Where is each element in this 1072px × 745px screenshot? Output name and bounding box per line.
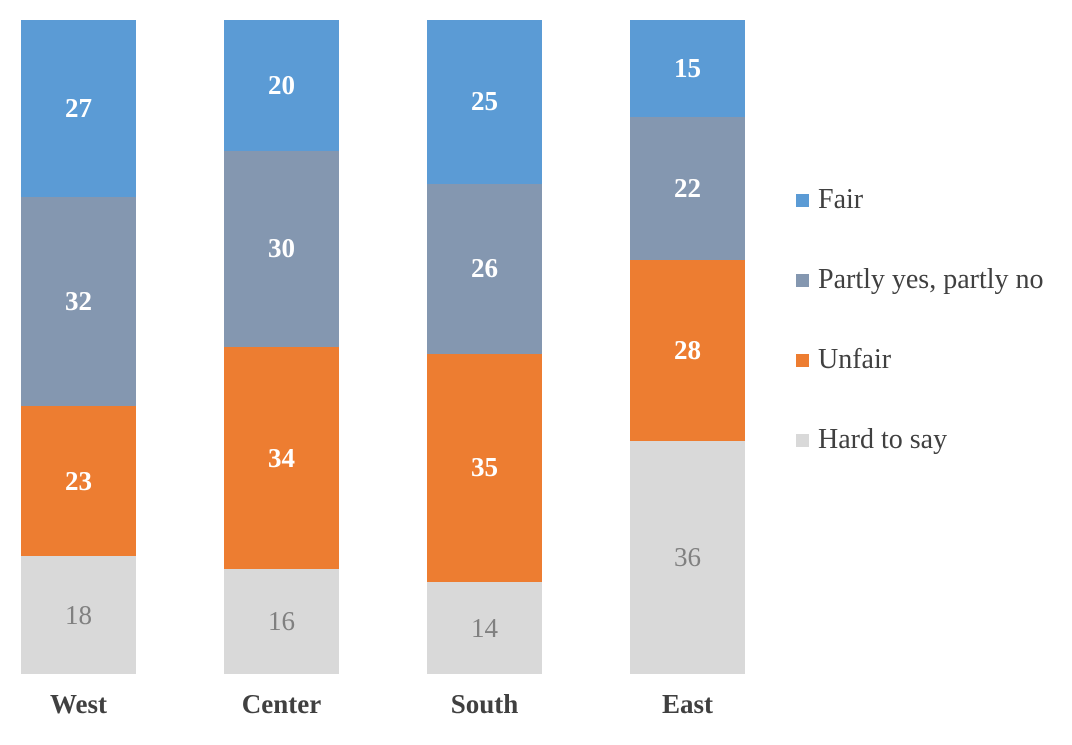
- segment-value-label: 35: [471, 452, 498, 483]
- legend-label: Partly yes, partly no: [818, 264, 1044, 295]
- category-label-south: South: [450, 689, 519, 719]
- segment-value-label: 27: [65, 92, 92, 123]
- segment-value-label: 28: [674, 334, 701, 365]
- bar-east: 15 22 28 36: [630, 20, 745, 674]
- segment-value-label: 26: [471, 253, 498, 284]
- legend-item-unfair: Unfair: [796, 344, 1044, 375]
- segment-unfair-south: 35: [427, 353, 542, 583]
- segment-value-label: 16: [268, 606, 295, 637]
- legend-swatch-partly-yes-partly-no: [796, 273, 809, 287]
- legend-label: Hard to say: [818, 424, 948, 455]
- bar-center: 20 30 34 16: [224, 20, 339, 674]
- legend-item-fair: Fair: [796, 184, 1044, 215]
- segment-hard-to-say-west: 18: [21, 556, 136, 674]
- segment-value-label: 34: [268, 442, 295, 473]
- category-label-west: West: [50, 689, 107, 719]
- bar-west: 27 32 23 18: [21, 20, 136, 674]
- legend-swatch-fair: [796, 193, 809, 207]
- segment-value-label: 25: [471, 86, 498, 117]
- segment-value-label: 20: [268, 69, 295, 100]
- segment-value-label: 30: [268, 233, 295, 264]
- segment-unfair-east: 28: [630, 259, 745, 441]
- legend-label: Unfair: [818, 344, 892, 375]
- segment-unfair-center: 34: [224, 346, 339, 570]
- segment-value-label: 22: [674, 172, 701, 203]
- legend-item-hard-to-say: Hard to say: [796, 424, 1044, 455]
- segment-value-label: 15: [674, 53, 701, 84]
- legend-label: Fair: [818, 184, 864, 215]
- segment-value-label: 32: [65, 285, 92, 316]
- category-label-east: East: [661, 689, 713, 719]
- legend-item-partly-yes-partly-no: Partly yes, partly no: [796, 264, 1044, 295]
- segment-hard-to-say-south: 14: [427, 582, 542, 674]
- segment-partly-yes-partly-no-west: 32: [21, 196, 136, 406]
- segment-partly-yes-partly-no-east: 22: [630, 117, 745, 260]
- segment-value-label: 23: [65, 465, 92, 496]
- category-label-center: Center: [241, 689, 322, 719]
- segment-hard-to-say-east: 36: [630, 440, 745, 674]
- segment-value-label: 36: [674, 541, 701, 572]
- segment-unfair-west: 23: [21, 405, 136, 557]
- segment-fair-west: 27: [21, 20, 136, 197]
- segment-hard-to-say-center: 16: [224, 569, 339, 674]
- legend: Fair Partly yes, partly no Unfair Hard to s…: [796, 184, 1044, 505]
- segment-partly-yes-partly-no-center: 30: [224, 150, 339, 347]
- legend-swatch-unfair: [796, 353, 809, 367]
- segment-value-label: 18: [65, 599, 92, 630]
- segment-partly-yes-partly-no-south: 26: [427, 183, 542, 354]
- legend-swatch-hard-to-say: [796, 433, 809, 447]
- segment-value-label: 14: [471, 612, 498, 643]
- segment-fair-south: 25: [427, 20, 542, 184]
- bar-south: 25 26 35 14: [427, 20, 542, 674]
- segment-fair-east: 15: [630, 20, 745, 118]
- segment-fair-center: 20: [224, 20, 339, 151]
